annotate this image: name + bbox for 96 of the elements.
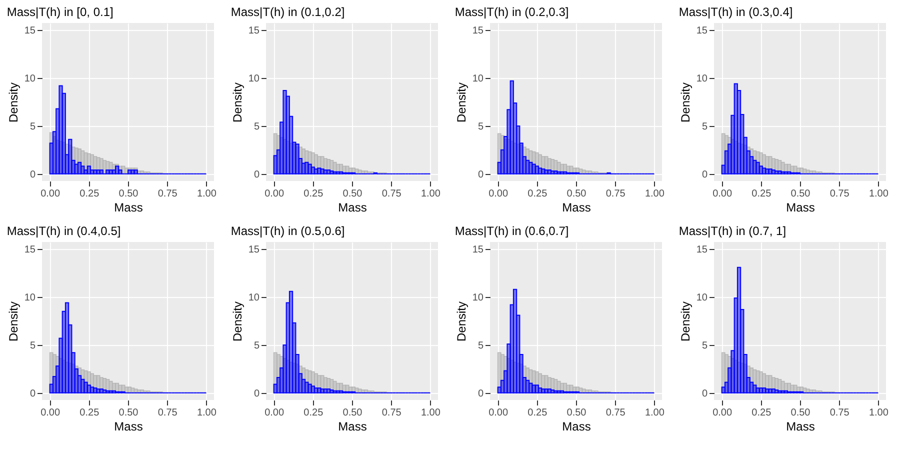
x-tick-label: 0.25 (80, 408, 100, 418)
y-tick-label: 5 (30, 121, 36, 132)
y-axis-title: Density (230, 301, 244, 342)
y-tick-label: 5 (254, 340, 260, 352)
y-axis-title: Density (678, 301, 692, 342)
y-tick-label: 0 (478, 169, 484, 180)
y-tick-label: 0 (30, 388, 36, 400)
x-tick-label: 0.00 (488, 408, 508, 418)
y-tick-label: 10 (696, 74, 708, 85)
y-tick-label: 5 (478, 121, 484, 132)
y-axis-title: Density (454, 301, 468, 342)
y-tick-label: 10 (24, 292, 36, 304)
x-tick-label: 1.00 (196, 408, 217, 418)
y-tick-label: 5 (702, 121, 708, 132)
x-tick-label: 0.50 (342, 188, 363, 200)
y-tick-label: 5 (254, 121, 260, 132)
x-tick-label: 0.75 (158, 408, 178, 418)
y-tick-label: 10 (24, 74, 36, 85)
x-tick-label: 0.50 (118, 188, 139, 200)
y-tick-label: 0 (478, 388, 484, 400)
x-tick-label: 0.75 (382, 408, 402, 418)
y-tick-label: 10 (472, 74, 484, 85)
y-tick-label: 0 (254, 169, 260, 180)
x-tick-label: 0.25 (304, 408, 324, 418)
x-tick-label: 0.00 (488, 188, 508, 200)
x-tick-label: 0.75 (606, 408, 626, 418)
y-tick-label: 0 (702, 169, 708, 180)
x-tick-label: 1.00 (420, 188, 441, 200)
y-tick-label: 5 (702, 340, 708, 352)
x-tick-label: 0.50 (566, 408, 587, 418)
y-tick-label: 15 (472, 244, 484, 256)
y-tick-label: 15 (472, 26, 484, 37)
x-tick-label: 0.25 (752, 188, 772, 200)
y-tick-label: 15 (24, 26, 36, 37)
x-axis-title: Mass (786, 200, 815, 214)
x-axis-title: Mass (562, 420, 591, 434)
x-tick-label: 0.00 (264, 188, 284, 200)
y-tick-label: 0 (30, 169, 36, 180)
x-axis-title: Mass (338, 200, 367, 214)
chart-title: Mass|T(h) in (0.1,0.2] (230, 5, 345, 19)
y-tick-label: 15 (248, 26, 260, 37)
y-tick-label: 10 (696, 292, 708, 304)
y-tick-label: 15 (696, 26, 708, 37)
y-tick-label: 5 (478, 340, 484, 352)
x-tick-label: 1.00 (868, 188, 889, 200)
x-tick-label: 0.75 (606, 188, 626, 200)
x-axis-title: Mass (338, 420, 367, 434)
x-tick-label: 0.00 (40, 188, 60, 200)
y-axis-title: Density (6, 82, 20, 123)
x-tick-label: 0.50 (790, 188, 811, 200)
y-axis-title: Density (678, 82, 692, 123)
y-axis-title: Density (6, 301, 20, 342)
chart-title: Mass|T(h) in (0.6,0.7] (454, 224, 569, 238)
chart-title: Mass|T(h) in (0.5,0.6] (230, 224, 345, 238)
y-tick-label: 10 (248, 74, 260, 85)
x-tick-label: 0.25 (304, 188, 324, 200)
x-tick-label: 0.00 (40, 408, 60, 418)
x-tick-label: 1.00 (644, 188, 665, 200)
y-tick-label: 15 (696, 244, 708, 256)
x-axis-title: Mass (114, 200, 143, 214)
y-tick-label: 0 (702, 388, 708, 400)
chart-title: Mass|T(h) in [0, 0.1] (6, 5, 114, 19)
y-tick-label: 15 (248, 244, 260, 256)
x-tick-label: 1.00 (644, 408, 665, 418)
x-tick-label: 0.50 (566, 188, 587, 200)
x-tick-label: 1.00 (868, 408, 889, 418)
x-tick-label: 0.75 (830, 408, 850, 418)
chart-title: Mass|T(h) in (0.2,0.3] (454, 5, 569, 19)
x-tick-label: 0.75 (158, 188, 178, 200)
x-tick-label: 0.00 (712, 188, 732, 200)
x-tick-label: 0.50 (118, 408, 139, 418)
chart-title: Mass|T(h) in (0.7, 1] (678, 224, 786, 238)
x-tick-label: 1.00 (420, 408, 441, 418)
x-tick-label: 1.00 (196, 188, 217, 200)
x-axis-title: Mass (562, 200, 591, 214)
x-tick-label: 0.50 (342, 408, 363, 418)
x-tick-label: 0.75 (830, 188, 850, 200)
y-axis-title: Density (454, 82, 468, 123)
x-tick-label: 0.25 (80, 188, 100, 200)
chart-title: Mass|T(h) in (0.3,0.4] (678, 5, 793, 19)
chart-title: Mass|T(h) in (0.4,0.5] (6, 224, 121, 238)
x-axis-title: Mass (786, 420, 815, 434)
x-tick-label: 0.50 (790, 408, 811, 418)
y-tick-label: 0 (254, 388, 260, 400)
x-tick-label: 0.25 (752, 408, 772, 418)
y-tick-label: 10 (248, 292, 260, 304)
x-tick-label: 0.25 (528, 188, 548, 200)
y-tick-label: 5 (30, 340, 36, 352)
x-axis-title: Mass (114, 420, 143, 434)
x-tick-label: 0.00 (264, 408, 284, 418)
y-tick-label: 10 (472, 292, 484, 304)
x-tick-label: 0.75 (382, 188, 402, 200)
y-tick-label: 15 (24, 244, 36, 256)
x-tick-label: 0.00 (712, 408, 732, 418)
x-tick-label: 0.25 (528, 408, 548, 418)
y-axis-title: Density (230, 82, 244, 123)
